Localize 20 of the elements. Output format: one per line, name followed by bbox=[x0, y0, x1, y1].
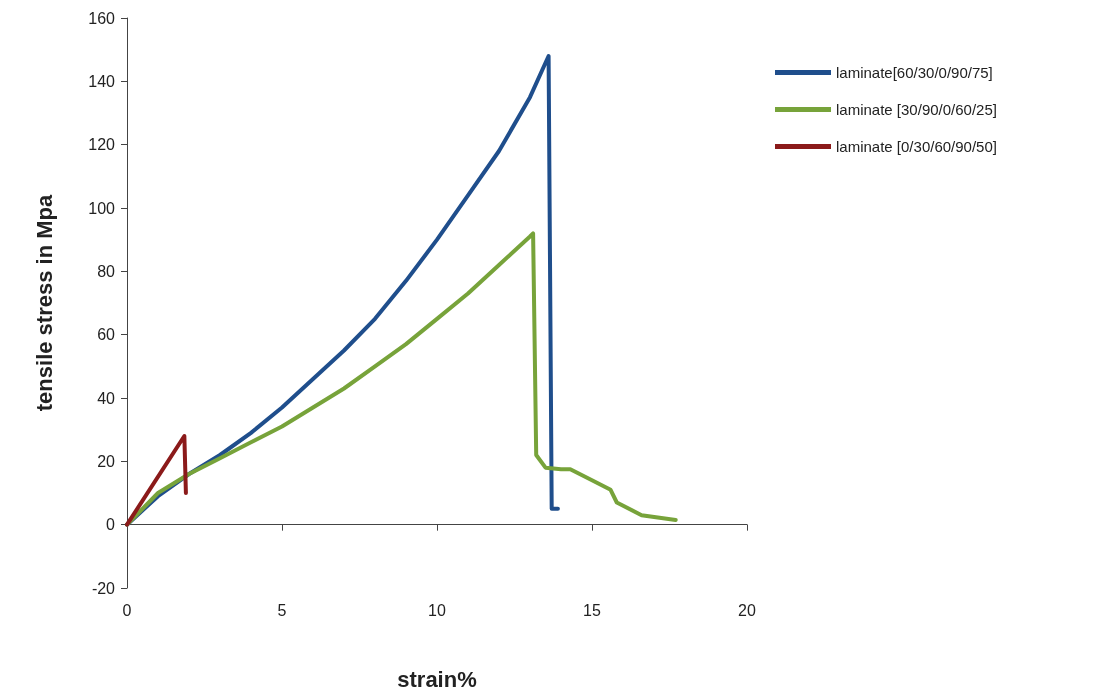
x-tick-label: 10 bbox=[428, 601, 446, 619]
legend-label: laminate [30/90/0/60/25] bbox=[836, 101, 997, 118]
y-tick-label: 160 bbox=[88, 9, 116, 27]
y-axis-title: tensile stress in Mpa bbox=[31, 194, 57, 412]
y-tick-label: 100 bbox=[88, 199, 116, 217]
y-tick-label: 40 bbox=[97, 389, 116, 407]
y-tick-label: -20 bbox=[91, 579, 116, 597]
y-tick-label: 80 bbox=[97, 262, 116, 280]
x-tick-label: 5 bbox=[277, 601, 287, 619]
x-tick-label: 0 bbox=[122, 601, 132, 619]
legend-label: laminate[60/30/0/90/75] bbox=[836, 64, 993, 81]
y-tick-label: 60 bbox=[97, 326, 116, 344]
y-tick-label: 20 bbox=[97, 452, 116, 470]
y-tick-label: 120 bbox=[88, 136, 116, 154]
legend-label: laminate [0/30/60/90/50] bbox=[836, 138, 997, 155]
x-axis-title: strain% bbox=[397, 666, 477, 692]
y-tick-label: 140 bbox=[88, 72, 116, 90]
x-tick-label: 15 bbox=[583, 601, 601, 619]
y-tick-label: 0 bbox=[106, 516, 116, 534]
x-tick-label: 20 bbox=[738, 601, 756, 619]
